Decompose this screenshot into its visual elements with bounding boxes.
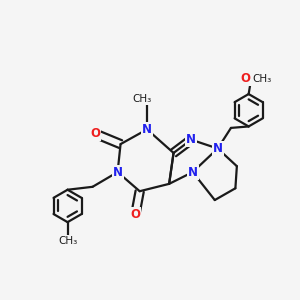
Text: O: O (91, 127, 100, 140)
Text: CH₃: CH₃ (253, 74, 272, 84)
Text: N: N (186, 133, 196, 146)
Text: O: O (130, 208, 140, 221)
Text: N: N (188, 166, 198, 178)
Text: N: N (142, 123, 152, 136)
Text: N: N (112, 166, 123, 178)
Text: CH₃: CH₃ (58, 236, 77, 246)
Text: CH₃: CH₃ (132, 94, 152, 104)
Text: N: N (213, 142, 223, 155)
Text: O: O (241, 72, 251, 85)
